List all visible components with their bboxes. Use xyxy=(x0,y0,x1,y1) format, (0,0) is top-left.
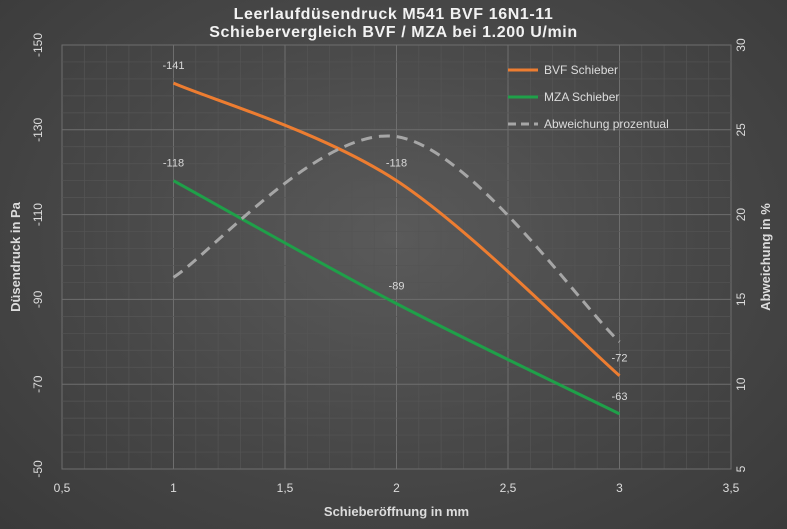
y2-axis-title: Abweichung in % xyxy=(758,203,773,311)
chart-title: Leerlaufdüsendruck M541 BVF 16N1-11 xyxy=(233,6,554,23)
y-tick-label: -90 xyxy=(31,290,45,308)
y-tick-label: -150 xyxy=(31,33,45,57)
x-tick-label: 2,5 xyxy=(500,481,517,495)
legend-label: MZA Schieber xyxy=(544,90,619,104)
x-tick-label: 2 xyxy=(393,481,400,495)
y-tick-label: -110 xyxy=(31,203,45,226)
y2-tick-label: 25 xyxy=(734,123,748,137)
y2-tick-label: 20 xyxy=(734,208,748,222)
x-axis-title: Schieberöffnung in mm xyxy=(324,504,469,519)
data-label: -72 xyxy=(612,353,628,365)
data-label: -118 xyxy=(386,158,407,170)
y2-tick-label: 10 xyxy=(734,377,748,391)
y2-tick-label: 5 xyxy=(734,465,748,472)
y2-tick-label: 30 xyxy=(734,38,748,52)
data-label: -89 xyxy=(389,281,405,293)
x-tick-label: 1 xyxy=(170,481,177,495)
x-tick-label: 3 xyxy=(616,481,623,495)
data-label: -63 xyxy=(612,391,628,403)
series-line-2 xyxy=(172,179,621,416)
legend-label: BVF Schieber xyxy=(544,63,618,77)
data-label: -118 xyxy=(163,158,184,170)
y-axis-title: Düsendruck in Pa xyxy=(8,201,23,312)
y-tick-label: -50 xyxy=(31,460,45,478)
y-tick-label: -130 xyxy=(31,117,45,141)
series-line-3 xyxy=(172,134,621,343)
x-tick-label: 0,5 xyxy=(54,481,71,495)
y2-tick-label: 15 xyxy=(734,292,748,306)
series-line-1 xyxy=(172,81,621,377)
y-tick-label: -70 xyxy=(31,375,45,393)
x-tick-label: 3,5 xyxy=(723,481,740,495)
chart-subtitle: Schiebervergleich BVF / MZA bei 1.200 U/… xyxy=(209,24,578,41)
legend-label: Abweichung prozentual xyxy=(544,117,669,131)
data-label: -141 xyxy=(162,60,184,72)
x-tick-label: 1,5 xyxy=(277,481,294,495)
